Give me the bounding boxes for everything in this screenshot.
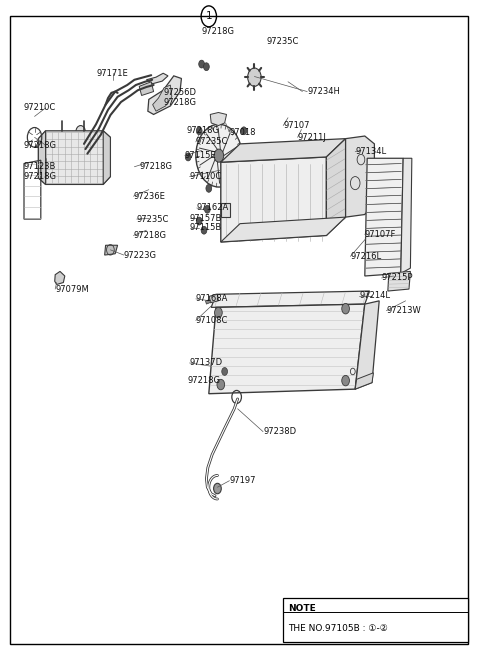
Text: 97134L: 97134L bbox=[355, 147, 386, 156]
Polygon shape bbox=[221, 157, 326, 242]
Polygon shape bbox=[210, 112, 227, 126]
Circle shape bbox=[222, 368, 228, 375]
Text: 97018: 97018 bbox=[229, 128, 256, 137]
Text: 97171E: 97171E bbox=[97, 69, 129, 78]
Text: 97168A: 97168A bbox=[196, 294, 228, 303]
Circle shape bbox=[214, 483, 221, 494]
Circle shape bbox=[196, 217, 202, 225]
Polygon shape bbox=[221, 203, 230, 217]
Polygon shape bbox=[103, 131, 110, 184]
Text: 97235C: 97235C bbox=[266, 37, 299, 46]
Circle shape bbox=[76, 139, 85, 152]
Text: 97110C: 97110C bbox=[190, 172, 222, 181]
Text: 97214L: 97214L bbox=[359, 291, 390, 300]
Polygon shape bbox=[153, 85, 172, 111]
Circle shape bbox=[217, 379, 225, 390]
Circle shape bbox=[76, 126, 85, 139]
Circle shape bbox=[241, 127, 247, 135]
Text: 97238D: 97238D bbox=[263, 427, 296, 436]
Text: THE NO.97105B : ①-②: THE NO.97105B : ①-② bbox=[288, 625, 388, 633]
Text: 97216L: 97216L bbox=[350, 252, 382, 261]
Polygon shape bbox=[209, 304, 365, 394]
Text: 97218G: 97218G bbox=[187, 376, 220, 385]
Text: 97213W: 97213W bbox=[386, 306, 421, 315]
Polygon shape bbox=[38, 131, 110, 184]
Polygon shape bbox=[326, 139, 346, 235]
Circle shape bbox=[204, 205, 210, 213]
Text: 97115B: 97115B bbox=[190, 223, 222, 232]
Polygon shape bbox=[388, 271, 410, 291]
Circle shape bbox=[206, 184, 212, 192]
Circle shape bbox=[196, 124, 242, 187]
Text: 97235C: 97235C bbox=[196, 137, 228, 146]
Text: 97218G: 97218G bbox=[139, 162, 172, 171]
Text: 97223G: 97223G bbox=[124, 250, 157, 260]
Polygon shape bbox=[38, 131, 46, 184]
Polygon shape bbox=[221, 217, 346, 242]
Text: 97210C: 97210C bbox=[23, 103, 55, 112]
Text: 97218G: 97218G bbox=[23, 172, 56, 181]
Polygon shape bbox=[209, 294, 218, 303]
Text: 97137D: 97137D bbox=[190, 358, 223, 368]
Polygon shape bbox=[355, 373, 373, 389]
Text: 97256D: 97256D bbox=[163, 88, 196, 97]
Circle shape bbox=[248, 68, 261, 86]
Text: 97218G: 97218G bbox=[186, 126, 219, 135]
Text: 97123B: 97123B bbox=[23, 162, 55, 171]
Text: 97218G: 97218G bbox=[202, 27, 235, 36]
Circle shape bbox=[204, 63, 209, 71]
Text: 97079M: 97079M bbox=[55, 284, 89, 294]
Circle shape bbox=[196, 127, 202, 135]
Text: 97218G: 97218G bbox=[133, 231, 167, 240]
FancyBboxPatch shape bbox=[283, 598, 468, 642]
Circle shape bbox=[201, 226, 207, 234]
Polygon shape bbox=[139, 82, 154, 95]
Text: 97211J: 97211J bbox=[298, 133, 326, 142]
Polygon shape bbox=[401, 158, 412, 273]
Text: 97218G: 97218G bbox=[163, 98, 196, 107]
Text: 97108C: 97108C bbox=[196, 316, 228, 325]
Polygon shape bbox=[55, 271, 65, 284]
Polygon shape bbox=[355, 301, 379, 389]
Polygon shape bbox=[146, 73, 168, 84]
Text: 97157B: 97157B bbox=[190, 214, 222, 223]
Polygon shape bbox=[221, 139, 346, 162]
Text: 97107: 97107 bbox=[283, 121, 310, 130]
Polygon shape bbox=[211, 291, 370, 307]
Circle shape bbox=[214, 149, 224, 162]
Circle shape bbox=[185, 153, 191, 161]
Polygon shape bbox=[365, 158, 403, 276]
Text: 97115E: 97115E bbox=[185, 151, 216, 160]
Text: 97215P: 97215P bbox=[382, 273, 413, 283]
Circle shape bbox=[199, 60, 204, 68]
Polygon shape bbox=[346, 136, 374, 217]
Text: 97107F: 97107F bbox=[365, 230, 396, 239]
Circle shape bbox=[76, 132, 85, 145]
Text: 97218G: 97218G bbox=[23, 141, 56, 150]
Text: 97234H: 97234H bbox=[307, 87, 340, 96]
Polygon shape bbox=[205, 300, 211, 304]
Text: 1: 1 bbox=[205, 11, 212, 22]
Text: 97235C: 97235C bbox=[137, 215, 169, 224]
Polygon shape bbox=[105, 245, 118, 255]
Circle shape bbox=[215, 307, 222, 318]
Circle shape bbox=[342, 375, 349, 386]
Text: 97162A: 97162A bbox=[197, 203, 229, 213]
Text: NOTE: NOTE bbox=[288, 604, 316, 613]
Circle shape bbox=[342, 303, 349, 314]
Text: 97236E: 97236E bbox=[133, 192, 165, 201]
Text: 97197: 97197 bbox=[229, 476, 256, 485]
Polygon shape bbox=[148, 76, 181, 114]
